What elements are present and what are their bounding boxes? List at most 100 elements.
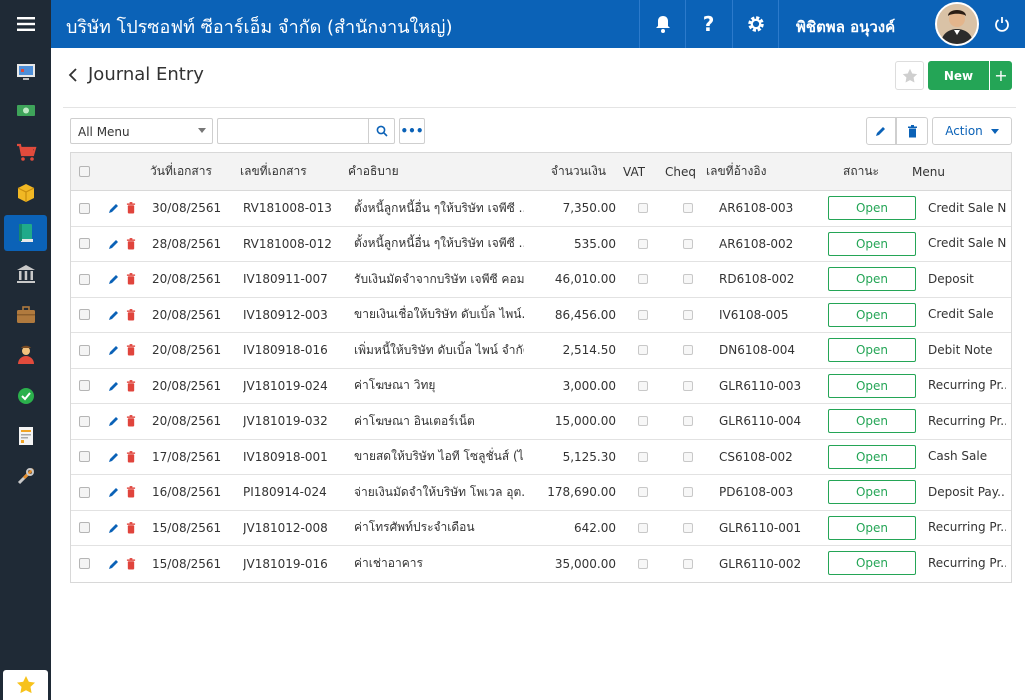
header-cheq[interactable]: Cheq: [665, 164, 696, 179]
row-checkbox[interactable]: [79, 369, 90, 404]
row-edit-pencil-icon[interactable]: [108, 262, 120, 297]
status-badge[interactable]: Open: [828, 231, 916, 256]
row-delete-trash-icon[interactable]: [126, 511, 136, 546]
header-menu[interactable]: Menu: [912, 164, 945, 179]
table-row[interactable]: 16/08/2561 PI180914-024 จ่ายเงินมัดจำให้บร…: [71, 475, 1011, 511]
row-edit-pencil-icon[interactable]: [108, 369, 120, 404]
row-cheq-checkbox[interactable]: [683, 369, 693, 404]
row-edit-pencil-icon[interactable]: [108, 298, 120, 333]
row-vat-checkbox[interactable]: [638, 298, 648, 333]
book-icon[interactable]: [4, 215, 47, 251]
row-vat-checkbox[interactable]: [638, 191, 648, 226]
row-edit-pencil-icon[interactable]: [108, 475, 120, 510]
row-vat-checkbox[interactable]: [638, 262, 648, 297]
briefcase-icon[interactable]: [0, 297, 51, 333]
table-row[interactable]: 30/08/2561 RV181008-013 ตั้งหนี้ลูกหนี้อื่…: [71, 191, 1011, 227]
row-delete-trash-icon[interactable]: [126, 298, 136, 333]
status-badge[interactable]: Open: [828, 338, 916, 362]
row-cheq-checkbox[interactable]: [683, 511, 693, 546]
edit-pencil-icon[interactable]: [866, 117, 896, 145]
status-badge[interactable]: Open: [828, 302, 916, 327]
header-date[interactable]: วันที่เอกสาร: [150, 164, 212, 178]
table-row[interactable]: 28/08/2561 RV181008-012 ตั้งหนี้ลูกหนี้อื่…: [71, 227, 1011, 262]
cart-icon[interactable]: [0, 134, 51, 170]
row-doc-no[interactable]: JV181019-016: [243, 556, 328, 571]
gear-icon[interactable]: [732, 0, 778, 48]
table-row[interactable]: 20/08/2561 IV180912-003 ขายเงินเชื่อให้บริ…: [71, 298, 1011, 333]
header-doc-no[interactable]: เลขที่เอกสาร: [240, 164, 307, 178]
row-checkbox[interactable]: [79, 227, 90, 262]
menu-filter-select[interactable]: All Menu: [70, 118, 213, 144]
status-badge[interactable]: Open: [828, 409, 916, 433]
tools-icon[interactable]: [0, 458, 51, 494]
row-delete-trash-icon[interactable]: [126, 440, 136, 475]
row-doc-no[interactable]: JV181019-024: [243, 378, 328, 393]
row-edit-pencil-icon[interactable]: [108, 511, 120, 546]
row-delete-trash-icon[interactable]: [126, 546, 136, 582]
row-delete-trash-icon[interactable]: [126, 262, 136, 297]
row-edit-pencil-icon[interactable]: [108, 333, 120, 368]
row-delete-trash-icon[interactable]: [126, 333, 136, 368]
row-cheq-checkbox[interactable]: [683, 440, 693, 475]
new-plus-button[interactable]: +: [990, 61, 1012, 90]
row-cheq-checkbox[interactable]: [683, 404, 693, 439]
header-description[interactable]: คำอธิบาย: [348, 164, 399, 178]
row-doc-no[interactable]: IV180918-016: [243, 343, 328, 358]
back-chevron-icon[interactable]: [68, 66, 78, 87]
box-icon[interactable]: [0, 175, 51, 211]
bank-icon[interactable]: [0, 256, 51, 292]
hamburger-icon[interactable]: [0, 0, 51, 48]
row-checkbox[interactable]: [79, 511, 90, 546]
user-name[interactable]: พิชิตพล อนุวงค์: [796, 18, 896, 36]
row-delete-trash-icon[interactable]: [126, 404, 136, 439]
status-badge[interactable]: Open: [828, 515, 916, 540]
row-doc-no[interactable]: RV181008-012: [243, 236, 332, 251]
row-delete-trash-icon[interactable]: [126, 369, 136, 404]
row-edit-pencil-icon[interactable]: [108, 404, 120, 439]
row-doc-no[interactable]: JV181019-032: [243, 414, 328, 429]
row-doc-no[interactable]: PI180914-024: [243, 485, 327, 500]
row-vat-checkbox[interactable]: [638, 227, 648, 262]
row-delete-trash-icon[interactable]: [126, 227, 136, 262]
search-icon[interactable]: [368, 118, 395, 144]
row-edit-pencil-icon[interactable]: [108, 546, 120, 582]
select-all-checkbox[interactable]: [79, 153, 90, 190]
table-row[interactable]: 15/08/2561 JV181019-016 ค่าเช่าอาคาร 35,000…: [71, 546, 1011, 582]
table-row[interactable]: 20/08/2561 JV181019-024 ค่าโฆษณา วิทยุ 3,00…: [71, 369, 1011, 404]
row-cheq-checkbox[interactable]: [683, 227, 693, 262]
money-icon[interactable]: [0, 92, 51, 128]
row-checkbox[interactable]: [79, 298, 90, 333]
report-icon[interactable]: [0, 418, 51, 454]
avatar[interactable]: [935, 2, 979, 46]
status-badge[interactable]: Open: [828, 444, 916, 469]
row-vat-checkbox[interactable]: [638, 475, 648, 510]
help-icon[interactable]: ?: [685, 0, 731, 48]
table-row[interactable]: 20/08/2561 IV180918-016 เพิ่มหนี้ให้บริษัท…: [71, 333, 1011, 369]
row-delete-trash-icon[interactable]: [126, 191, 136, 226]
row-edit-pencil-icon[interactable]: [108, 227, 120, 262]
row-cheq-checkbox[interactable]: [683, 475, 693, 510]
status-badge[interactable]: Open: [828, 267, 916, 291]
row-vat-checkbox[interactable]: [638, 546, 648, 582]
row-vat-checkbox[interactable]: [638, 511, 648, 546]
row-checkbox[interactable]: [79, 546, 90, 582]
row-doc-no[interactable]: RV181008-013: [243, 201, 332, 216]
row-checkbox[interactable]: [79, 191, 90, 226]
row-cheq-checkbox[interactable]: [683, 262, 693, 297]
row-edit-pencil-icon[interactable]: [108, 191, 120, 226]
row-vat-checkbox[interactable]: [638, 404, 648, 439]
table-row[interactable]: 15/08/2561 JV181012-008 ค่าโทรศัพท์ประจำเด…: [71, 511, 1011, 546]
row-vat-checkbox[interactable]: [638, 333, 648, 368]
company-name[interactable]: บริษัท โปรซอฟท์ ซีอาร์เอ็ม จำกัด (สำนักง…: [66, 17, 453, 38]
power-icon[interactable]: [979, 0, 1025, 48]
row-checkbox[interactable]: [79, 440, 90, 475]
row-cheq-checkbox[interactable]: [683, 298, 693, 333]
search-input[interactable]: [217, 118, 369, 144]
row-vat-checkbox[interactable]: [638, 440, 648, 475]
row-checkbox[interactable]: [79, 475, 90, 510]
table-row[interactable]: 17/08/2561 IV180918-001 ขายสดให้บริษัท ไอท…: [71, 440, 1011, 475]
row-doc-no[interactable]: IV180912-003: [243, 307, 328, 322]
row-doc-no[interactable]: IV180918-001: [243, 449, 328, 464]
table-row[interactable]: 20/08/2561 IV180911-007 รับเงินมัดจำจากบริ…: [71, 262, 1011, 298]
row-cheq-checkbox[interactable]: [683, 333, 693, 368]
